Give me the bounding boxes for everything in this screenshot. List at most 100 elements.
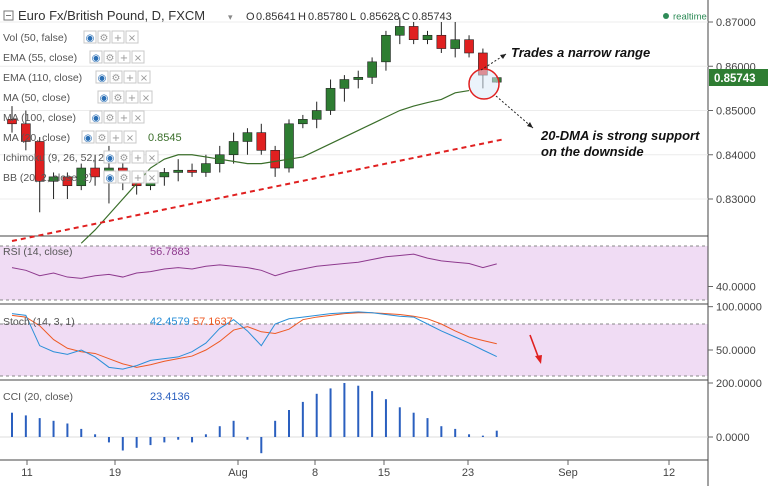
highlight-circle [468, 68, 500, 100]
close-icon-button[interactable] [123, 130, 137, 144]
close-icon-button[interactable] [131, 110, 145, 124]
ohlc-value: 0.85780 [308, 11, 348, 23]
add-icon-button[interactable] [109, 130, 123, 144]
candle-body [298, 119, 308, 125]
rsi-label: RSI (14, close) [3, 246, 72, 258]
add-icon-button[interactable] [125, 90, 139, 104]
rsi-series [11, 253, 497, 279]
indicator-label: EMA (110, close) [3, 72, 82, 84]
time-tick-label: 12 [663, 467, 675, 479]
cci-value: 23.4136 [150, 391, 190, 403]
annotation-narrow-range: Trades a narrow range [511, 45, 650, 60]
candle-body [7, 119, 17, 125]
close-icon-button[interactable] [125, 30, 139, 44]
time-tick-label: 15 [378, 467, 390, 479]
eye-icon-button[interactable] [83, 30, 97, 44]
settings-icon: ⚙ [106, 53, 115, 64]
settings-icon: ⚙ [106, 113, 115, 124]
candle-body [311, 110, 322, 120]
settings-icon-button[interactable] [103, 110, 117, 124]
close-icon: × [126, 133, 134, 144]
add-icon-button[interactable] [131, 170, 145, 184]
candle-body [450, 39, 461, 49]
stoch-label: Stoch (14, 3, 1) [3, 316, 75, 328]
candle-body [408, 26, 419, 40]
eye-icon: ◉ [86, 33, 95, 44]
eye-icon-button[interactable] [81, 130, 95, 144]
candle-body [90, 167, 100, 178]
annotation-arrowhead-narrow [500, 54, 506, 59]
close-icon: × [128, 33, 136, 44]
settings-icon: ⚙ [112, 73, 121, 84]
candle-body [270, 150, 280, 169]
eye-icon-button[interactable] [95, 70, 109, 84]
add-icon-button[interactable] [111, 30, 125, 44]
annotation-arrowhead-support [527, 122, 533, 128]
price-tick-label: 0.87000 [716, 17, 756, 29]
candle-body [339, 79, 350, 89]
eye-icon: ◉ [106, 153, 115, 164]
stoch-tick-label: 100.0000 [716, 302, 762, 314]
eye-icon-button[interactable] [103, 170, 117, 184]
settings-icon-button[interactable] [117, 150, 131, 164]
eye-icon-button[interactable] [89, 110, 103, 124]
ohlc-readout: O 0.85641 H 0.85780 L 0.85628 C 0.85743 [246, 11, 452, 23]
ohlc-value: 0.85628 [360, 11, 400, 23]
close-icon-button[interactable] [145, 170, 159, 184]
settings-icon-button[interactable] [111, 90, 125, 104]
price-badge [709, 69, 768, 86]
candle-body [21, 123, 31, 142]
add-icon: + [134, 153, 142, 164]
candle-body [76, 167, 87, 187]
time-tick-label: Aug [228, 467, 248, 479]
settings-icon-button[interactable] [109, 70, 123, 84]
settings-icon-button[interactable] [117, 170, 131, 184]
price-tick-label: 0.85000 [716, 106, 756, 118]
stoch-k-value: 42.4579 [150, 316, 190, 328]
stoch-band [0, 324, 708, 376]
close-icon: × [140, 73, 148, 84]
close-icon-button[interactable] [139, 90, 153, 104]
indicator-label: Vol (50, false) [3, 32, 67, 44]
time-tick-label: 8 [312, 467, 318, 479]
add-icon-button[interactable] [131, 150, 145, 164]
close-icon-button[interactable] [131, 50, 145, 64]
eye-icon-button[interactable] [97, 90, 111, 104]
add-icon-button[interactable] [117, 50, 131, 64]
ohlc-label: L [350, 11, 356, 23]
trendline [11, 138, 504, 243]
add-icon: + [112, 133, 120, 144]
settings-icon-button[interactable] [103, 50, 117, 64]
candle-body [34, 141, 45, 182]
indicator-value: 0.8545 [148, 132, 182, 144]
settings-icon: ⚙ [98, 133, 107, 144]
title-chevron-down-icon[interactable]: ▾ [228, 13, 233, 23]
settings-icon: ⚙ [114, 93, 123, 104]
add-icon-button[interactable] [117, 110, 131, 124]
close-icon: × [148, 153, 156, 164]
time-tick-label: 11 [21, 467, 32, 479]
stoch-tick-label: 50.0000 [716, 345, 756, 357]
annotation-support-line2: on the downside [541, 144, 644, 159]
ohlc-label: O [246, 11, 255, 23]
add-icon-button[interactable] [123, 70, 137, 84]
candle-body [325, 88, 336, 111]
candle-body [48, 176, 59, 182]
annotation-arrow-support [495, 95, 534, 129]
eye-icon-button[interactable] [103, 150, 117, 164]
candle-body [284, 123, 294, 169]
eye-icon-button[interactable] [89, 50, 103, 64]
time-tick-label: 23 [462, 467, 474, 479]
ohlc-label: H [298, 11, 306, 23]
close-icon-button[interactable] [137, 70, 151, 84]
settings-icon-button[interactable] [95, 130, 109, 144]
candle-body [173, 169, 183, 173]
price-tick-label: 0.84000 [716, 150, 756, 162]
annotation-support-line1: 20-DMA is strong support [540, 128, 700, 143]
ohlc-value: 0.85641 [256, 11, 296, 23]
close-icon-button[interactable] [145, 150, 159, 164]
collapse-icon[interactable] [3, 10, 14, 21]
settings-icon-button[interactable] [97, 30, 111, 44]
realtime-status-icon [663, 13, 669, 19]
add-icon: + [120, 113, 128, 124]
